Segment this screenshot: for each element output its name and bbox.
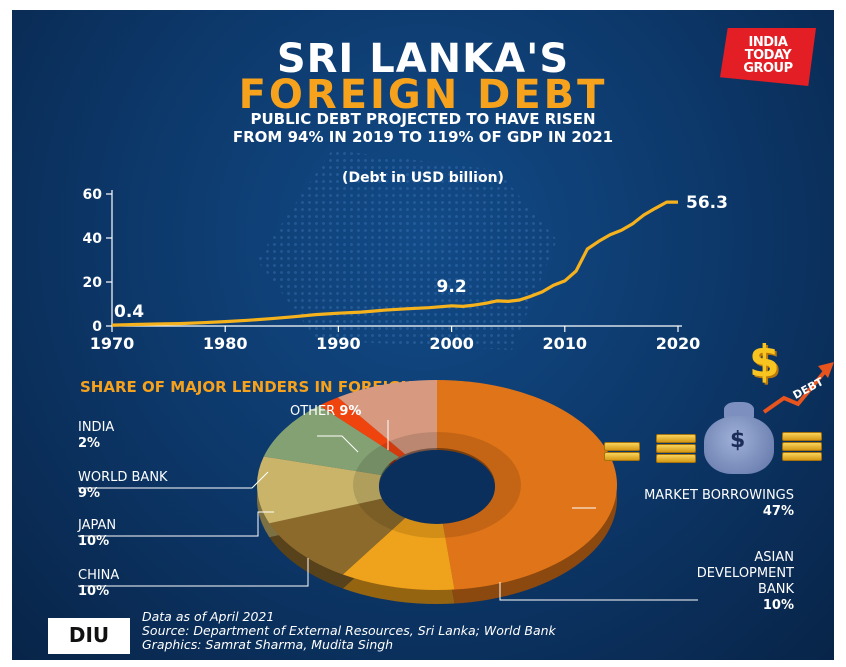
money-bag-icon [704, 416, 774, 474]
leader-line [317, 435, 359, 453]
money-bag-neck [724, 402, 754, 420]
x-tick-label: 2010 [543, 334, 588, 353]
label-other-name: OTHER [290, 404, 336, 419]
logo-line1: INDIA [748, 35, 788, 50]
dollar-icon: $ [749, 336, 780, 387]
donut-slice [269, 498, 407, 575]
x-tick-label: 1970 [90, 334, 135, 353]
label-china-name: CHINA [78, 568, 120, 583]
diu-logo-text: DIU [68, 623, 110, 647]
donut-slice [319, 397, 406, 458]
label-world-bank: WORLD BANK 9% [78, 470, 168, 502]
leader-line [78, 471, 269, 489]
label-world-bank-value: 9% [78, 486, 101, 501]
india-today-logo: INDIA TODAY GROUP [720, 28, 816, 86]
line-chart-unit-label: (Debt in USD billion) [342, 170, 504, 186]
x-tick-label: 2000 [429, 334, 474, 353]
label-world-bank-name: WORLD BANK [78, 470, 168, 485]
logo-line3: GROUP [743, 61, 793, 76]
donut-slice [263, 405, 400, 475]
label-japan: JAPAN 10% [78, 518, 116, 550]
infographic-card: SRI LANKA'S FOREIGN DEBT PUBLIC DEBT PRO… [12, 10, 834, 660]
data-label: 56.3 [686, 193, 728, 213]
x-tick-label: 1990 [316, 334, 361, 353]
footer-source: Source: Department of External Resources… [142, 623, 556, 638]
label-india: INDIA 2% [78, 420, 114, 452]
y-tick-label: 60 [83, 187, 103, 203]
label-adb-name: ASIAN DEVELOPMENT BANK [696, 550, 794, 597]
leader-line [78, 511, 274, 537]
subtitle-line1: PUBLIC DEBT PROJECTED TO HAVE RISEN [250, 110, 596, 128]
logo-line2: TODAY [744, 48, 792, 63]
lenders-donut-chart [78, 380, 698, 604]
subtitle-line2: FROM 94% IN 2019 TO 119% OF GDP IN 2021 [232, 128, 614, 146]
footer-credits: Graphics: Samrat Sharma, Mudita Singh [142, 637, 394, 652]
y-tick-label: 20 [83, 275, 103, 291]
donut-slice [437, 380, 617, 590]
label-other: OTHER 9% [290, 404, 361, 420]
label-india-name: INDIA [78, 420, 115, 435]
debt-line-chart: 0 20 40 60 1970 1980 1990 2000 2010 2020 0.4 9.2 56.… [83, 187, 728, 353]
donut-slice [337, 380, 437, 455]
label-china-value: 10% [78, 584, 110, 599]
data-label: 9.2 [437, 277, 467, 297]
footer-notes: Data as of April 2021 Source: Department… [142, 610, 556, 652]
leader-line [499, 582, 698, 601]
title-line1: SRI LANKA'S [276, 36, 570, 82]
subtitle: PUBLIC DEBT PROJECTED TO HAVE RISEN FROM… [12, 110, 834, 146]
y-tick-label: 40 [83, 231, 103, 247]
donut-hole [379, 450, 495, 524]
rising-arrow-icon [762, 362, 834, 414]
donut-slice [342, 516, 455, 590]
x-tick-label: 1980 [203, 334, 248, 353]
label-adb: ASIAN DEVELOPMENT BANK 10% [598, 550, 794, 614]
footer-date: Data as of April 2021 [142, 609, 275, 624]
y-tick-label: 0 [92, 319, 102, 335]
diu-logo: DIU [48, 618, 130, 654]
label-market-borrowings: MARKET BORROWINGS 47% [598, 488, 794, 520]
label-japan-value: 10% [78, 534, 110, 549]
label-india-value: 2% [78, 436, 101, 451]
title-line2: FOREIGN DEBT [238, 72, 608, 118]
label-market-borrowings-name: MARKET BORROWINGS [644, 488, 794, 503]
leader-line [78, 558, 309, 587]
debt-series-line [111, 200, 678, 327]
money-bag-dollar-icon: $ [730, 428, 746, 453]
donut-slice [257, 456, 383, 524]
x-tick-label: 2020 [656, 334, 701, 353]
label-adb-value: 10% [762, 598, 794, 613]
label-japan-name: JAPAN [78, 518, 117, 533]
data-label: 0.4 [114, 302, 144, 322]
label-china: CHINA 10% [78, 568, 119, 600]
label-market-borrowings-value: 47% [762, 504, 794, 519]
label-other-value: 9% [339, 404, 362, 419]
